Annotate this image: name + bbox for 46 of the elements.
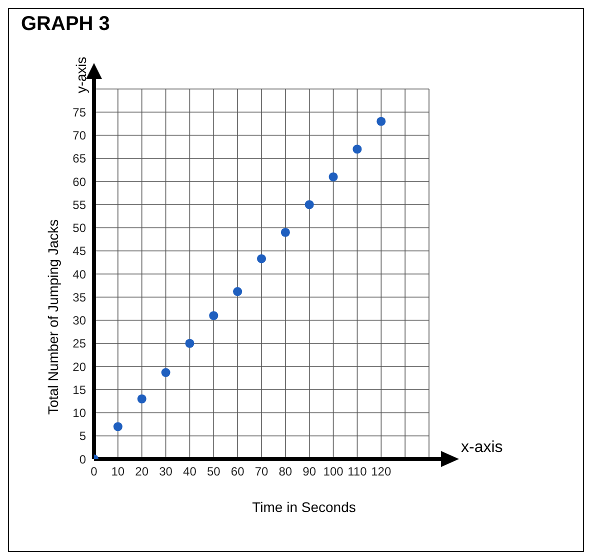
x-tick-label: 90 [302,464,316,479]
y-tick-label: 45 [72,244,86,258]
x-tick-label: 80 [278,464,292,479]
point [376,116,386,126]
point [161,368,170,378]
y-tick-label: 70 [72,128,86,143]
y-tick-label: 25 [72,336,86,351]
y-tick-label: 55 [72,198,86,212]
y-tick-label: 20 [72,360,86,374]
x-axis-title: Time in Seconds [251,499,357,515]
x-tick-label: 110 [348,464,368,479]
y-tick-label: 10 [72,406,86,420]
point [328,172,338,182]
y-tick-label: 0 [79,452,86,466]
y-tick-label: 5 [79,429,86,444]
y-tick-label: 35 [72,290,86,304]
y-tick-label: 50 [72,221,86,236]
point [256,254,266,264]
x-tick-label: 40 [183,464,197,479]
y-tick-label: 75 [72,105,86,120]
y-tick-label: 60 [72,174,86,189]
point [280,228,290,237]
x-tick-label: 60 [230,464,245,479]
point [233,287,242,296]
chart-title: GRAPH 3 [21,13,110,36]
y-tick-label: 65 [72,152,86,166]
x-tick-label: 120 [371,464,392,479]
x-tick-label: 70 [254,464,268,479]
x-tick-label: 20 [135,464,149,479]
y-tick-label: 15 [72,382,86,397]
point [137,394,146,404]
x-tick-label: 50 [206,464,221,479]
y-tick-label: 40 [72,267,86,282]
text: y-axis [73,56,89,94]
point [352,144,362,154]
point [209,311,218,320]
text: x-axis [461,439,503,457]
point [304,200,314,210]
y-tick-label: 30 [72,314,86,328]
point [113,422,122,432]
point [185,338,194,348]
x-tick-label: 10 [111,464,125,479]
y-axis-title: Total Number of Jumping Jacks [45,219,61,415]
x-tick-label: 30 [159,464,173,479]
x-tick-label: 0 [90,464,98,479]
x-tick-label: 100 [323,464,344,479]
